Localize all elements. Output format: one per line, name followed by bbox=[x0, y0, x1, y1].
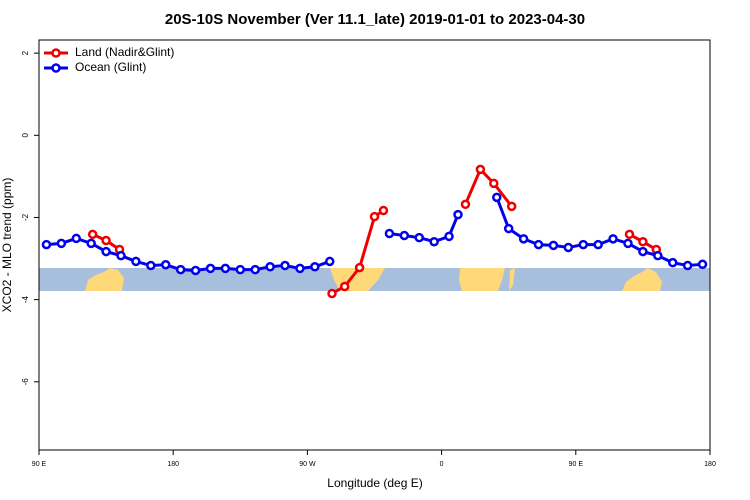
data-point bbox=[399, 230, 410, 241]
land-patch bbox=[622, 268, 662, 291]
y-tick-label: 2 bbox=[21, 50, 30, 55]
legend-label: Land (Nadir&Glint) bbox=[75, 45, 174, 59]
data-point bbox=[503, 223, 514, 234]
data-point bbox=[489, 178, 499, 189]
y-tick-label: -2 bbox=[21, 213, 30, 221]
data-point bbox=[624, 229, 635, 240]
data-point bbox=[250, 264, 260, 275]
data-point bbox=[295, 263, 305, 274]
data-point bbox=[453, 209, 463, 220]
plot-frame bbox=[38, 39, 711, 451]
x-tick-label: 90 E bbox=[32, 461, 47, 468]
data-point bbox=[101, 246, 111, 257]
data-point bbox=[131, 256, 141, 267]
data-point bbox=[578, 239, 589, 250]
data-point bbox=[354, 262, 365, 273]
legend-label: Ocean (Glint) bbox=[75, 60, 146, 74]
data-point bbox=[638, 246, 648, 257]
series-line bbox=[495, 196, 703, 268]
data-point bbox=[653, 250, 663, 261]
land-patch bbox=[85, 268, 124, 291]
data-point bbox=[460, 199, 471, 210]
y-tick-label: -4 bbox=[21, 296, 30, 304]
data-point bbox=[369, 211, 380, 222]
x-tick-label: 180 bbox=[704, 461, 716, 468]
data-point bbox=[444, 231, 454, 242]
data-point bbox=[339, 281, 350, 292]
data-point bbox=[190, 265, 201, 276]
land-patch bbox=[509, 268, 515, 291]
land-sea-band bbox=[39, 268, 710, 291]
x-tick-label: 180 bbox=[167, 461, 179, 468]
series-line bbox=[464, 166, 513, 208]
data-point bbox=[475, 164, 486, 175]
data-point bbox=[310, 262, 320, 272]
data-point bbox=[518, 234, 529, 244]
data-point bbox=[414, 232, 424, 243]
x-tick-label: 90 E bbox=[569, 461, 584, 468]
data-point bbox=[71, 233, 82, 244]
data-point bbox=[533, 239, 544, 250]
data-point bbox=[506, 201, 517, 212]
data-point bbox=[175, 264, 186, 275]
data-point bbox=[280, 260, 290, 271]
data-point bbox=[638, 236, 648, 247]
data-point bbox=[56, 238, 67, 249]
x-axis-label: Longitude (deg E) bbox=[327, 476, 422, 490]
data-point bbox=[697, 259, 708, 270]
data-point bbox=[41, 239, 52, 250]
data-point bbox=[608, 234, 618, 244]
data-point bbox=[325, 256, 335, 267]
x-tick-label: 90 W bbox=[299, 461, 316, 468]
data-point bbox=[429, 236, 439, 247]
x-tick-label: 0 bbox=[440, 461, 444, 468]
y-tick-label: -6 bbox=[21, 378, 30, 386]
y-axis-label: XCO2 - MLO trend (ppm) bbox=[0, 178, 14, 313]
chart-title: 20S-10S November (Ver 11.1_late) 2019-01… bbox=[165, 11, 585, 28]
data-point bbox=[667, 257, 678, 268]
data-point bbox=[378, 205, 389, 216]
data-point bbox=[86, 238, 96, 249]
data-point bbox=[623, 238, 633, 249]
data-point bbox=[160, 259, 171, 270]
y-tick-label: 0 bbox=[21, 133, 30, 138]
data-point bbox=[265, 262, 275, 272]
data-point bbox=[101, 235, 111, 246]
data-point bbox=[492, 192, 502, 203]
data-point bbox=[116, 250, 126, 261]
data-point bbox=[593, 239, 603, 250]
data-point bbox=[682, 260, 693, 271]
legend-marker bbox=[51, 48, 61, 58]
legend-marker bbox=[51, 63, 61, 73]
data-point bbox=[87, 229, 98, 240]
data-point bbox=[563, 242, 574, 253]
data-point bbox=[146, 260, 156, 271]
land-patch bbox=[459, 268, 505, 291]
data-point bbox=[327, 288, 337, 299]
data-point bbox=[384, 228, 395, 239]
data-point bbox=[205, 263, 216, 274]
data-point bbox=[548, 240, 559, 251]
data-point bbox=[220, 263, 231, 274]
data-point bbox=[235, 264, 246, 275]
